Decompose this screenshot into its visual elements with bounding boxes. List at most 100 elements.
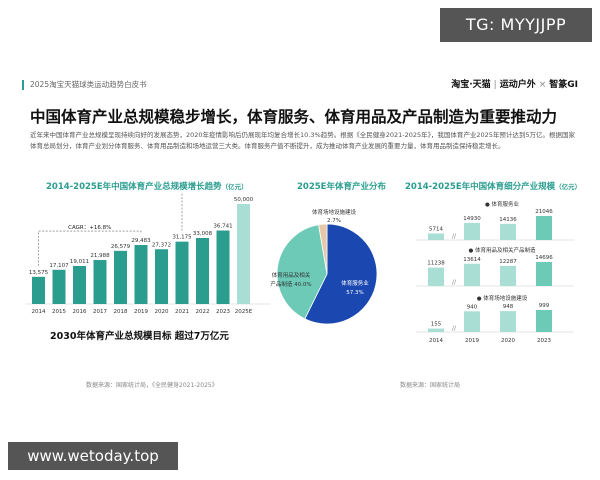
chart1-unit: （亿元） bbox=[221, 183, 248, 191]
chart2-title-text: 2025E年体育产业分布 bbox=[297, 182, 386, 192]
panel-bar-1-2014 bbox=[428, 267, 444, 286]
pie-label-service-value: 57.3% bbox=[346, 290, 363, 296]
bar-label-2017: 21,988 bbox=[90, 253, 110, 259]
panel-bar-2-2014 bbox=[428, 328, 444, 332]
bar-label-2020: 27,372 bbox=[152, 242, 171, 248]
watermark-url: www.wetoday.top bbox=[8, 442, 178, 470]
panel-bar-label-0-2014: 5714 bbox=[429, 226, 443, 232]
panel-x-tick-2023: 2023 bbox=[537, 338, 551, 344]
panel-bar-0-2020 bbox=[500, 223, 516, 240]
pie-slice-manufacturing bbox=[276, 224, 328, 320]
bar-label-2014: 13,575 bbox=[29, 270, 49, 276]
intro-paragraph: 近年来中国体育产业总规模呈现持续向好的发展态势，2020年疫情影响后仍展现年均复… bbox=[30, 131, 576, 150]
bar-label-2019: 29,483 bbox=[131, 238, 151, 244]
axis-break-1: // bbox=[452, 279, 457, 286]
bar-2020 bbox=[155, 249, 168, 304]
bar-label-2021: 31,175 bbox=[172, 235, 192, 241]
panel-bar-label-0-2020: 14136 bbox=[499, 217, 517, 223]
report-title: 2025淘宝天猫球类运动趋势白皮书 bbox=[22, 80, 147, 90]
axis-break-0: // bbox=[452, 233, 457, 240]
pie-label-venue-value: 2.7% bbox=[327, 218, 341, 224]
panel-x-tick-2014: 2014 bbox=[429, 338, 443, 344]
bar-2014 bbox=[32, 276, 45, 304]
chart3-unit: （亿元） bbox=[555, 183, 582, 191]
panel-bar-0-2023 bbox=[536, 216, 552, 240]
panel-bar-1-2020 bbox=[500, 265, 516, 286]
bar-2022 bbox=[196, 237, 209, 304]
panel-bar-label-1-2014: 11238 bbox=[427, 261, 445, 267]
panel-series-name-0: ● 体育服务业 bbox=[485, 200, 520, 208]
panel-bar-label-1-2020: 12287 bbox=[499, 259, 517, 265]
panel-bar-label-1-2019: 13614 bbox=[463, 257, 481, 263]
panel-series-name-1: ● 体育用品及相关产品制造 bbox=[468, 246, 536, 254]
x-tick-2020: 2020 bbox=[155, 309, 169, 315]
bar-label-2015: 17,107 bbox=[49, 263, 69, 269]
x-tick-2015: 2015 bbox=[52, 309, 66, 315]
brand-cross: × bbox=[538, 80, 547, 90]
panel-bar-2-2019 bbox=[464, 311, 480, 332]
bar-2019 bbox=[134, 245, 148, 304]
pie-label-manufacturing-name-line1: 体育用品及相关 bbox=[272, 271, 311, 279]
bar-label-2016: 19,011 bbox=[70, 259, 89, 265]
bar-2025E bbox=[237, 204, 250, 304]
panel-bar-label-0-2023: 21046 bbox=[535, 209, 553, 215]
industry-pie-chart: 体育服务业 57.3% 体育用品及相关产品制造 40.0% 体育场地设施建设 2.7% bbox=[270, 208, 378, 325]
report-header: 2025淘宝天猫球类运动趋势白皮书 淘宝·天猫 | 运动户外 × 智篆GI bbox=[22, 80, 578, 94]
x-tick-2022: 2022 bbox=[196, 309, 210, 315]
pie-slice-venue bbox=[318, 223, 328, 275]
total-scale-bar-chart: 13,575 2014 17,107 2015 19,011 2016 21,988 2017… bbox=[26, 192, 270, 315]
chart3-title: 2014-2025E年中国体育细分产业规模（亿元） bbox=[405, 180, 581, 192]
chart3-title-text: 2014-2025E年中国体育细分产业规模 bbox=[405, 182, 556, 192]
chart2-title: 2025E年体育产业分布 bbox=[297, 180, 386, 192]
panel-bar-label-2-2023: 999 bbox=[539, 303, 550, 309]
x-tick-2016: 2016 bbox=[73, 309, 87, 315]
bar-2021 bbox=[175, 241, 189, 304]
page-headline: 中国体育产业总规模稳步增长，体育服务、体育用品及产品制造为重要推动力 bbox=[30, 108, 558, 126]
cagr-2014-2019-label: CAGR：+16.8% bbox=[68, 225, 111, 231]
x-tick-2018: 2018 bbox=[114, 309, 128, 315]
x-tick-2023: 2023 bbox=[216, 309, 230, 315]
panel-bar-label-1-2023: 14696 bbox=[535, 255, 553, 261]
bar-label-2018: 26,579 bbox=[111, 244, 131, 250]
panel-bar-2-2020 bbox=[500, 311, 516, 332]
goal-text: 2030年体育产业总规模目标 超过7万亿元 bbox=[50, 331, 229, 342]
x-tick-2025E: 2025E bbox=[235, 309, 253, 315]
x-tick-2021: 2021 bbox=[175, 309, 189, 315]
x-tick-2014: 2014 bbox=[32, 309, 46, 315]
x-tick-2019: 2019 bbox=[134, 309, 148, 315]
source-right: 数据来源：国家统计局 bbox=[400, 382, 461, 389]
brand-logos: 淘宝·天猫 | 运动户外 × 智篆GI bbox=[451, 80, 578, 90]
panel-x-tick-2019: 2019 bbox=[465, 338, 479, 344]
pie-label-manufacturing-name-line2: 产品制造 40.0% bbox=[270, 280, 311, 288]
bar-2015 bbox=[52, 269, 66, 304]
pie-label-venue-name: 体育场地设施建设 bbox=[312, 208, 357, 216]
panel-bar-2-2023 bbox=[536, 310, 552, 332]
panel-x-tick-2020: 2020 bbox=[501, 338, 515, 344]
panel-bar-0-2019 bbox=[464, 222, 480, 240]
x-tick-2017: 2017 bbox=[93, 309, 107, 315]
source-left: 数据来源：国家统计局，《全民健身2021-2025》 bbox=[86, 382, 218, 389]
panel-bar-label-2-2019: 940 bbox=[467, 304, 478, 310]
chart1-title-text: 2014-2025E年中国体育产业总规模增长趋势 bbox=[46, 182, 222, 192]
panel-bar-label-2-2020: 948 bbox=[503, 304, 514, 310]
pie-slice-service bbox=[304, 223, 378, 325]
watermark-telegram: TG: MYYJJPP bbox=[440, 8, 592, 42]
bar-2017 bbox=[93, 260, 107, 304]
brand-taobao-tmall: 淘宝·天猫 bbox=[451, 80, 491, 90]
brand-zhizhuan: 智篆GI bbox=[549, 80, 578, 90]
bar-2018 bbox=[114, 250, 127, 304]
sub-industry-bar-chart: ● 体育服务业 5714 14930 14136 21046 // ● 体育用品及相关产品制… bbox=[416, 200, 574, 344]
bar-label-2023: 36,741 bbox=[213, 224, 232, 230]
panel-bar-0-2014 bbox=[428, 233, 444, 240]
bar-label-2025E: 50,000 bbox=[234, 197, 254, 203]
brand-sports-outdoor: 运动户外 bbox=[499, 80, 536, 90]
axis-break-2: // bbox=[452, 325, 457, 332]
panel-bar-label-0-2019: 14930 bbox=[463, 216, 481, 222]
bar-label-2022: 33,008 bbox=[193, 231, 213, 237]
panel-series-name-2: ● 体育场地设施建设 bbox=[477, 294, 528, 302]
chart1-title: 2014-2025E年中国体育产业总规模增长趋势（亿元） bbox=[46, 180, 248, 192]
panel-bar-1-2023 bbox=[536, 262, 552, 286]
bar-2016 bbox=[73, 265, 86, 304]
panel-bar-label-2-2014: 155 bbox=[431, 322, 442, 328]
pie-label-service-name: 体育服务业 bbox=[341, 279, 369, 287]
